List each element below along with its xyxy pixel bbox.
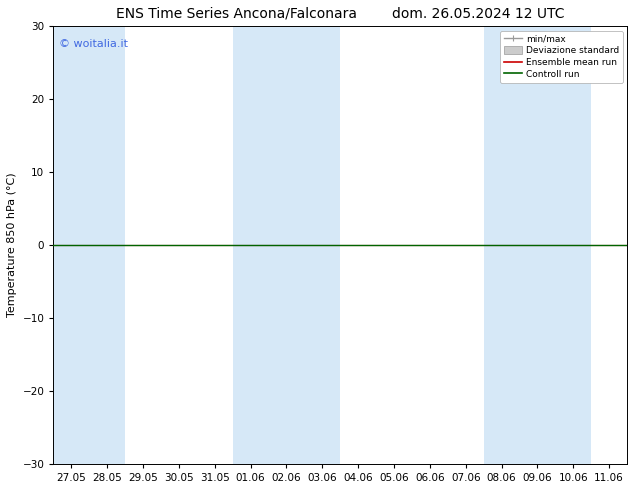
Bar xyxy=(53,26,125,464)
Bar xyxy=(233,26,340,464)
Bar xyxy=(484,26,591,464)
Text: © woitalia.it: © woitalia.it xyxy=(59,39,128,49)
Title: ENS Time Series Ancona/Falconara        dom. 26.05.2024 12 UTC: ENS Time Series Ancona/Falconara dom. 26… xyxy=(116,7,564,21)
Y-axis label: Temperature 850 hPa (°C): Temperature 850 hPa (°C) xyxy=(7,173,17,318)
Legend: min/max, Deviazione standard, Ensemble mean run, Controll run: min/max, Deviazione standard, Ensemble m… xyxy=(500,31,623,83)
